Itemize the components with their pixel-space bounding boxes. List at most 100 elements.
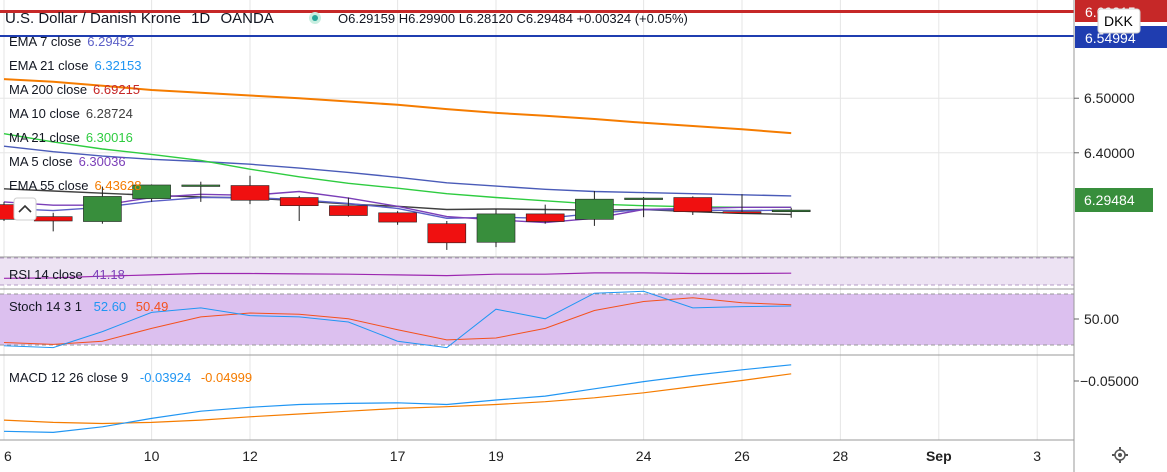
- rsi-band: [0, 258, 1074, 285]
- chart-header: U.S. Dollar / Danish Krone 1D OANDA: [5, 10, 274, 27]
- collapse-legend-button[interactable]: [13, 197, 37, 221]
- stoch-axis-label: 50.00: [1084, 311, 1119, 327]
- indicator-label: EMA 55 close: [9, 178, 89, 193]
- blue-price-line: [0, 35, 1074, 37]
- series-line-ema-21: [3, 145, 792, 197]
- indicator-legend-item-2[interactable]: MA 200 close 6.69215: [9, 82, 140, 97]
- candle-14[interactable]: [329, 197, 368, 217]
- candle-body: [329, 205, 368, 216]
- series-line-ma-21: [3, 133, 792, 209]
- interval: 1D: [191, 10, 210, 27]
- time-tick-label-5: 24: [636, 448, 652, 464]
- macd-axis-label: −0.05000: [1080, 373, 1139, 389]
- rsi-value: 41.18: [92, 267, 125, 282]
- candle-body: [673, 197, 713, 213]
- time-tick-label-9: 3: [1033, 448, 1041, 464]
- data-source: OANDA: [220, 10, 273, 27]
- stoch-legend[interactable]: Stoch 14 3 1 52.60 50.49: [9, 299, 168, 314]
- symbol-name: U.S. Dollar / Danish Krone: [5, 10, 181, 27]
- indicator-label: MA 200 close: [9, 82, 87, 97]
- candle-11[interactable]: [181, 181, 221, 202]
- candle-12[interactable]: [230, 175, 270, 205]
- macd-line: [3, 364, 792, 434]
- price-tick-label-1: 6.40000: [1084, 145, 1135, 161]
- series-line-ema-55: [3, 78, 792, 135]
- candle-body: [476, 213, 516, 243]
- time-tick-label-6: 26: [734, 448, 750, 464]
- macd-legend[interactable]: MACD 12 26 close 9 -0.03924 -0.04999: [9, 370, 252, 385]
- candle-17[interactable]: [378, 211, 417, 225]
- candle-body: [33, 216, 73, 222]
- stoch-d-line: [3, 297, 792, 345]
- candle-27[interactable]: [771, 207, 811, 218]
- indicator-label: MA 10 close: [9, 106, 80, 121]
- indicator-legend-item-6[interactable]: EMA 55 close 6.43628: [9, 178, 142, 193]
- candle-10[interactable]: [132, 184, 171, 202]
- candle-body: [771, 209, 811, 213]
- candle-24[interactable]: [624, 196, 663, 218]
- candle-body: [427, 223, 467, 244]
- candle-19[interactable]: [476, 208, 516, 248]
- candle-21[interactable]: [575, 190, 614, 226]
- time-axis[interactable]: 6 10 12 17 19 24 26 28 Sep 3: [4, 448, 1041, 464]
- time-tick-label-8: Sep: [926, 448, 952, 464]
- time-tick-label-4: 19: [488, 448, 504, 464]
- indicator-value: 6.30016: [86, 130, 133, 145]
- stoch-k-value: 52.60: [94, 299, 127, 314]
- indicator-value: 6.43628: [95, 178, 142, 193]
- stoch-d-value: 50.49: [136, 299, 169, 314]
- indicator-label: MA 21 close: [9, 130, 80, 145]
- candle-18[interactable]: [427, 220, 467, 250]
- price-axis[interactable]: 6.50000 6.40000: [1074, 90, 1135, 161]
- candle-9[interactable]: [83, 186, 122, 224]
- chevron-up-icon: [18, 204, 32, 213]
- time-tick-label-1: 10: [144, 448, 160, 464]
- rsi-label: RSI 14 close: [9, 267, 83, 282]
- indicator-value: 6.69215: [93, 82, 140, 97]
- rsi-line: [3, 272, 792, 279]
- candle-body: [575, 198, 614, 220]
- indicator-value: 6.29452: [87, 34, 134, 49]
- stoch-k-line: [3, 290, 792, 349]
- indicator-label: MA 5 close: [9, 154, 73, 169]
- currency-badge[interactable]: [1097, 8, 1141, 34]
- settings-gear-icon[interactable]: [1112, 447, 1128, 463]
- candle-7[interactable]: [33, 212, 73, 232]
- indicator-value: 6.28724: [86, 106, 133, 121]
- candle-20[interactable]: [525, 204, 565, 224]
- macd-value: -0.03924: [140, 370, 191, 385]
- indicator-legend-item-3[interactable]: MA 10 close 6.28724: [9, 106, 133, 121]
- candle-body: [624, 197, 663, 200]
- indicator-value: 6.30036: [79, 154, 126, 169]
- candle-body: [132, 184, 171, 199]
- indicator-legend[interactable]: EMA 7 close 6.29452 EMA 21 close 6.32153 MA …: [9, 34, 142, 193]
- indicator-label: EMA 7 close: [9, 34, 81, 49]
- upper-price-line: [0, 10, 1074, 13]
- indicator-legend-item-4[interactable]: MA 21 close 6.30016: [9, 130, 133, 145]
- stoch-label: Stoch 14 3 1: [9, 299, 82, 314]
- candle-13[interactable]: [279, 195, 319, 221]
- series-line-ma-5: [3, 190, 792, 224]
- market-status-dot-icon: [312, 15, 318, 21]
- indicator-label: EMA 21 close: [9, 58, 89, 73]
- candle-26[interactable]: [722, 194, 762, 214]
- indicator-legend-item-0[interactable]: EMA 7 close 6.29452: [9, 34, 134, 49]
- candle-body: [378, 212, 417, 223]
- candle-body: [83, 196, 122, 222]
- macd-signal-value: -0.04999: [201, 370, 252, 385]
- candle-25[interactable]: [673, 196, 713, 215]
- macd-signal-line: [3, 373, 792, 425]
- price-tick-label-0: 6.50000: [1084, 90, 1135, 106]
- rsi-legend[interactable]: RSI 14 close 41.18: [9, 267, 125, 282]
- candle-body: [722, 211, 762, 214]
- candle-body: [181, 184, 221, 187]
- indicator-legend-item-5[interactable]: MA 5 close 6.30036: [9, 154, 126, 169]
- moving-average-lines: [3, 78, 792, 224]
- indicator-value: 6.32153: [95, 58, 142, 73]
- candlesticks[interactable]: [0, 175, 811, 250]
- currency-badge-label: DKK: [1104, 13, 1133, 29]
- indicator-legend-item-1[interactable]: EMA 21 close 6.32153: [9, 58, 142, 73]
- time-tick-label-3: 17: [390, 448, 406, 464]
- time-tick-label-0: 6: [4, 448, 12, 464]
